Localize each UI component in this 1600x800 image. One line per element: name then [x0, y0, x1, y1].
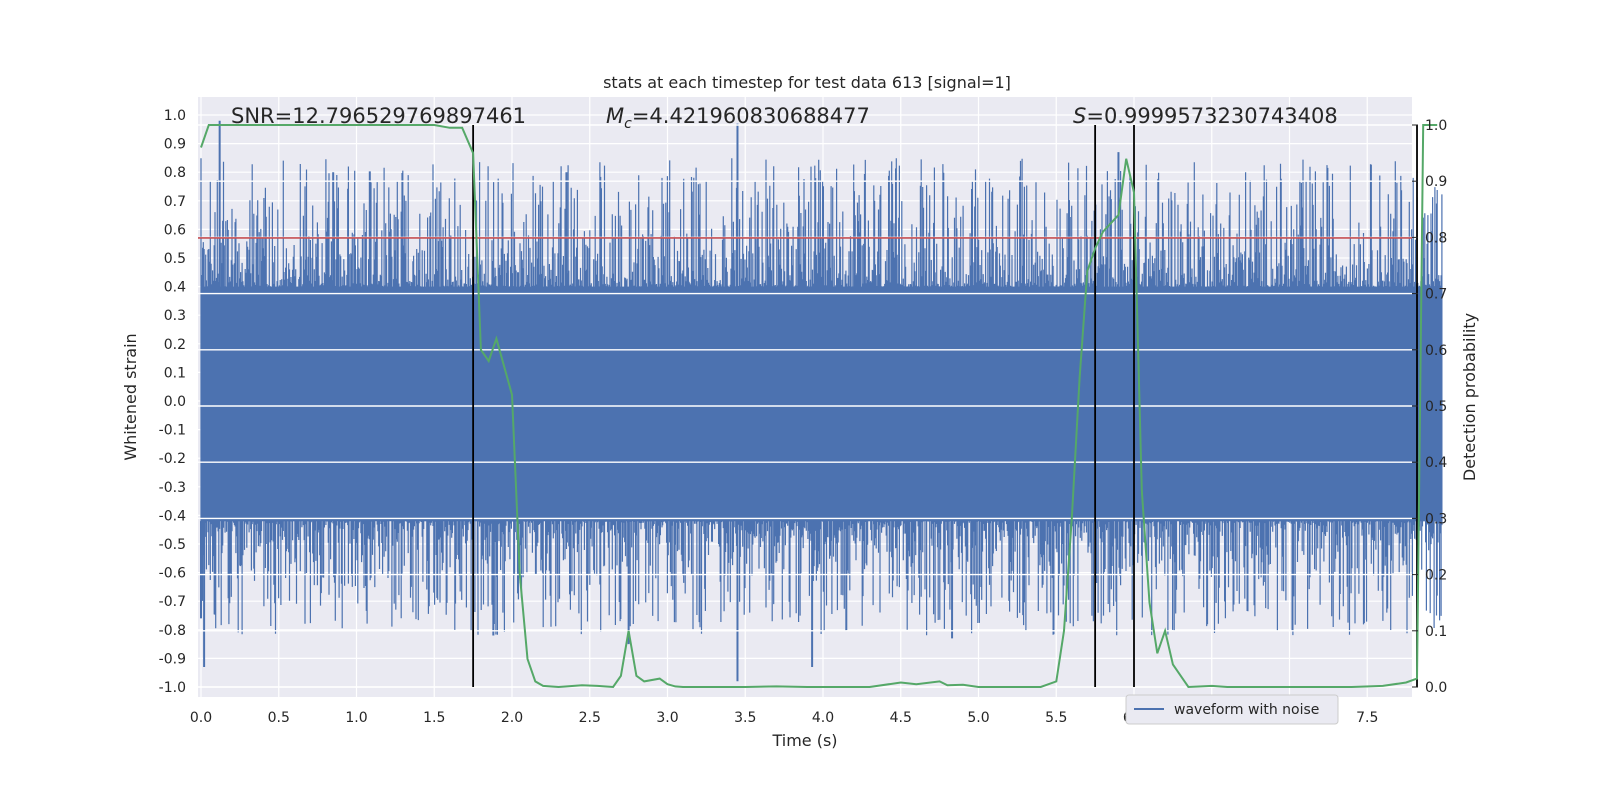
x-tick-label: 5.0 [967, 710, 989, 726]
right-y-tick-label: 0.6 [1425, 343, 1447, 359]
x-tick-label: 0.0 [190, 710, 212, 726]
left-y-tick-label: -0.4 [159, 508, 186, 524]
snr-annotation: SNR=12.796529769897461 [231, 104, 526, 128]
x-axis-label: Time (s) [771, 731, 837, 750]
right-y-tick-label: 0.8 [1425, 230, 1447, 246]
detection-probability-line [200, 124, 1438, 689]
right-y-axis-ticks: 1.0 0.9 0.8 0.7 0.6 0.5 0.4 0.3 0.2 0.1 0.0 [1412, 118, 1447, 696]
x-tick-label: 0.5 [268, 710, 290, 726]
right-y-tick-label: 0.3 [1425, 511, 1447, 527]
right-y-tick-label: 0.0 [1425, 680, 1447, 696]
right-y-tick-label: 0.1 [1425, 624, 1447, 640]
score-annotation: S=0.9999573230743408 [1073, 104, 1338, 128]
left-y-tick-label: -0.1 [159, 423, 186, 439]
left-y-tick-label: 0.0 [164, 394, 186, 410]
left-y-axis-label: Whitened strain [121, 333, 140, 460]
left-y-tick-label: 0.9 [164, 137, 186, 153]
right-y-tick-label: 0.5 [1425, 399, 1447, 415]
right-y-tick-label: 0.4 [1425, 455, 1447, 471]
chirp-mass-annotation: Mc=4.421960830688477 [606, 104, 870, 132]
left-y-axis-ticks: 1.0 0.9 0.8 0.7 0.6 0.5 0.4 0.3 0.2 0.1 0.0 -0.1 -0.… [159, 108, 186, 696]
x-tick-label: 5.5 [1045, 710, 1067, 726]
x-tick-label: 1.5 [423, 710, 445, 726]
x-tick-label: 3.5 [734, 710, 756, 726]
x-tick-label: 2.0 [501, 710, 523, 726]
left-y-tick-label: -0.9 [159, 651, 186, 667]
left-y-tick-label: 0.4 [164, 280, 186, 296]
legend: waveform with noise [1125, 694, 1339, 725]
chart-title: stats at each timestep for test data 613… [603, 73, 1011, 92]
right-y-tick-label: 0.9 [1425, 174, 1447, 190]
left-y-tick-label: 0.5 [164, 251, 186, 267]
left-y-tick-label: 0.6 [164, 222, 186, 238]
left-y-tick-label: -0.2 [159, 451, 186, 467]
right-y-tick-label: 1.0 [1425, 118, 1447, 134]
x-tick-label: 2.5 [579, 710, 601, 726]
left-y-tick-label: -0.6 [159, 566, 186, 582]
x-tick-label: 4.5 [890, 710, 912, 726]
left-y-tick-label: -1.0 [159, 680, 186, 696]
x-tick-label: 1.0 [345, 710, 367, 726]
right-y-tick-label: 0.2 [1425, 568, 1447, 584]
strain-series [200, 120, 1443, 682]
right-y-tick-label: 0.7 [1425, 287, 1447, 303]
legend-label: waveform with noise [1174, 702, 1319, 718]
left-y-tick-label: -0.3 [159, 480, 186, 496]
left-y-tick-label: 1.0 [164, 108, 186, 124]
left-y-tick-label: -0.8 [159, 623, 186, 639]
strain-band [201, 286, 1442, 522]
left-y-tick-label: -0.7 [159, 594, 186, 610]
right-y-axis-label: Detection probability [1460, 313, 1479, 481]
left-y-tick-label: 0.7 [164, 194, 186, 210]
left-y-tick-label: 0.8 [164, 165, 186, 181]
left-y-tick-label: 0.2 [164, 337, 186, 353]
left-y-tick-label: 0.3 [164, 308, 186, 324]
left-y-tick-label: 0.1 [164, 365, 186, 381]
x-tick-label: 7.5 [1356, 710, 1378, 726]
x-tick-label: 4.0 [812, 710, 834, 726]
x-tick-label: 3.0 [656, 710, 678, 726]
left-y-tick-label: -0.5 [159, 537, 186, 553]
